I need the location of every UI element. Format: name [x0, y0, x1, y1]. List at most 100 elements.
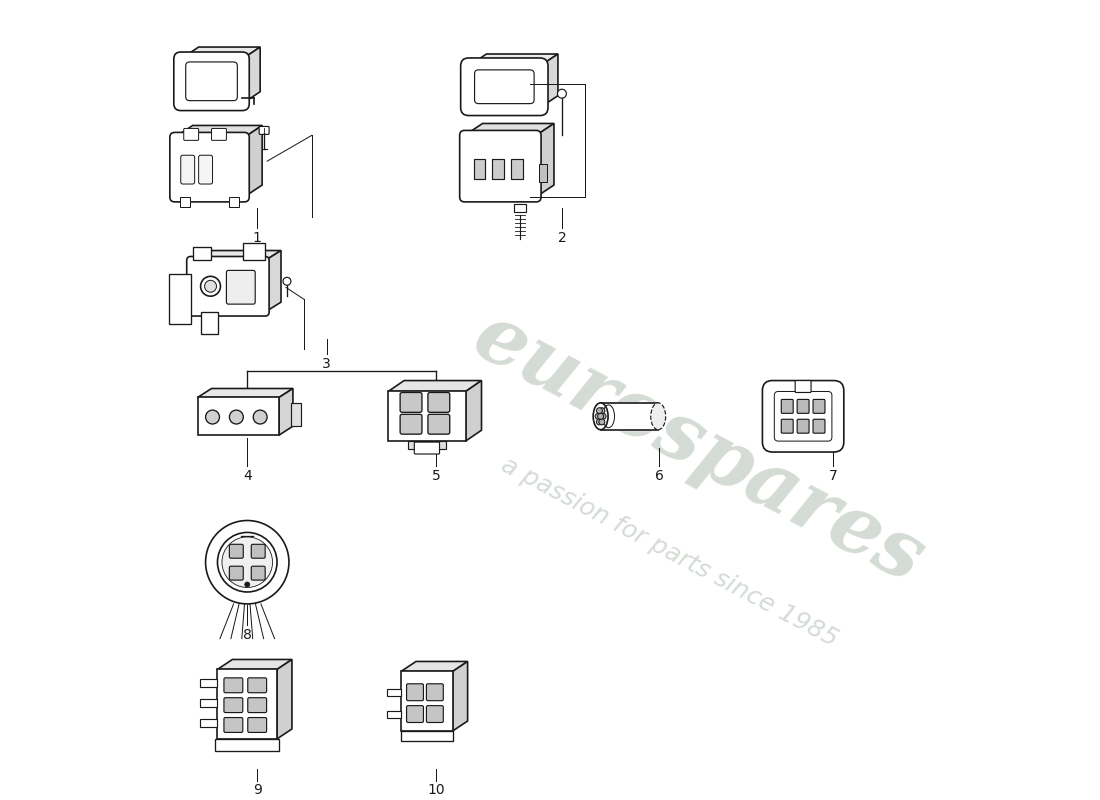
FancyBboxPatch shape	[781, 399, 793, 414]
Bar	[230, 197, 240, 207]
FancyBboxPatch shape	[211, 129, 227, 140]
FancyBboxPatch shape	[460, 130, 541, 202]
Bar	[474, 159, 485, 179]
FancyBboxPatch shape	[248, 718, 266, 733]
Bar	[539, 164, 547, 182]
FancyBboxPatch shape	[224, 718, 243, 733]
FancyBboxPatch shape	[400, 393, 422, 412]
FancyBboxPatch shape	[461, 58, 548, 115]
Polygon shape	[190, 250, 280, 261]
Text: 4: 4	[243, 469, 252, 483]
Polygon shape	[536, 123, 554, 197]
Circle shape	[595, 414, 601, 419]
Ellipse shape	[651, 403, 666, 430]
Text: 10: 10	[427, 783, 444, 798]
Bar	[218, 670, 277, 739]
FancyBboxPatch shape	[224, 678, 243, 693]
Polygon shape	[265, 250, 280, 312]
FancyBboxPatch shape	[474, 70, 535, 104]
Ellipse shape	[593, 403, 608, 430]
Bar	[515, 204, 526, 212]
Polygon shape	[180, 47, 261, 59]
FancyBboxPatch shape	[251, 566, 265, 580]
Circle shape	[558, 90, 566, 98]
Bar	[388, 391, 465, 441]
Polygon shape	[464, 123, 554, 135]
FancyBboxPatch shape	[169, 133, 250, 202]
Bar	[179, 197, 189, 207]
Text: 9: 9	[253, 783, 262, 798]
Circle shape	[596, 408, 603, 414]
Bar	[200, 312, 219, 334]
Circle shape	[205, 280, 217, 292]
Circle shape	[597, 414, 604, 419]
Circle shape	[206, 521, 289, 604]
Bar	[290, 403, 301, 426]
Polygon shape	[175, 126, 262, 138]
Circle shape	[283, 278, 290, 286]
Bar	[402, 671, 453, 731]
Text: 3: 3	[322, 357, 331, 370]
FancyBboxPatch shape	[187, 257, 270, 316]
FancyBboxPatch shape	[248, 678, 266, 693]
FancyBboxPatch shape	[230, 544, 243, 558]
Text: 7: 7	[828, 469, 837, 483]
Bar	[243, 242, 265, 261]
Polygon shape	[244, 126, 262, 197]
Circle shape	[200, 276, 220, 296]
FancyBboxPatch shape	[813, 419, 825, 433]
FancyBboxPatch shape	[795, 381, 811, 393]
Circle shape	[245, 582, 250, 587]
FancyBboxPatch shape	[224, 698, 243, 713]
Text: 2: 2	[558, 230, 566, 245]
Polygon shape	[277, 659, 292, 739]
Bar	[216, 739, 279, 750]
FancyBboxPatch shape	[407, 706, 424, 722]
Text: eurospares: eurospares	[461, 297, 937, 599]
Polygon shape	[279, 389, 293, 435]
Bar	[402, 731, 453, 741]
FancyBboxPatch shape	[813, 399, 825, 414]
Polygon shape	[218, 659, 292, 670]
Text: 1: 1	[253, 230, 262, 245]
Circle shape	[230, 410, 243, 424]
Bar	[199, 719, 218, 727]
Polygon shape	[540, 54, 558, 107]
Polygon shape	[465, 381, 482, 441]
FancyBboxPatch shape	[248, 698, 266, 713]
Bar	[408, 441, 446, 449]
Circle shape	[601, 414, 606, 419]
FancyBboxPatch shape	[227, 270, 255, 304]
Bar	[192, 246, 210, 261]
FancyBboxPatch shape	[260, 126, 270, 134]
FancyBboxPatch shape	[400, 414, 422, 434]
FancyBboxPatch shape	[230, 566, 243, 580]
Circle shape	[218, 533, 277, 592]
Polygon shape	[453, 662, 468, 731]
Bar	[199, 679, 218, 687]
FancyBboxPatch shape	[186, 62, 238, 101]
Text: a passion for parts since 1985: a passion for parts since 1985	[497, 453, 842, 651]
Bar	[387, 690, 402, 696]
Circle shape	[598, 408, 605, 414]
Polygon shape	[402, 662, 468, 671]
Circle shape	[598, 419, 605, 425]
Text: 5: 5	[431, 469, 440, 483]
FancyBboxPatch shape	[251, 544, 265, 558]
FancyBboxPatch shape	[798, 399, 810, 414]
Bar	[493, 159, 504, 179]
FancyBboxPatch shape	[428, 414, 450, 434]
Bar	[199, 699, 218, 707]
Circle shape	[596, 419, 603, 425]
FancyBboxPatch shape	[180, 155, 195, 184]
FancyBboxPatch shape	[798, 419, 810, 433]
FancyBboxPatch shape	[174, 52, 250, 110]
Polygon shape	[469, 54, 558, 66]
Text: 8: 8	[243, 628, 252, 642]
Text: 6: 6	[654, 469, 663, 483]
Bar	[387, 711, 402, 718]
FancyBboxPatch shape	[427, 706, 443, 722]
FancyBboxPatch shape	[428, 393, 450, 412]
Circle shape	[253, 410, 267, 424]
Bar	[512, 159, 524, 179]
